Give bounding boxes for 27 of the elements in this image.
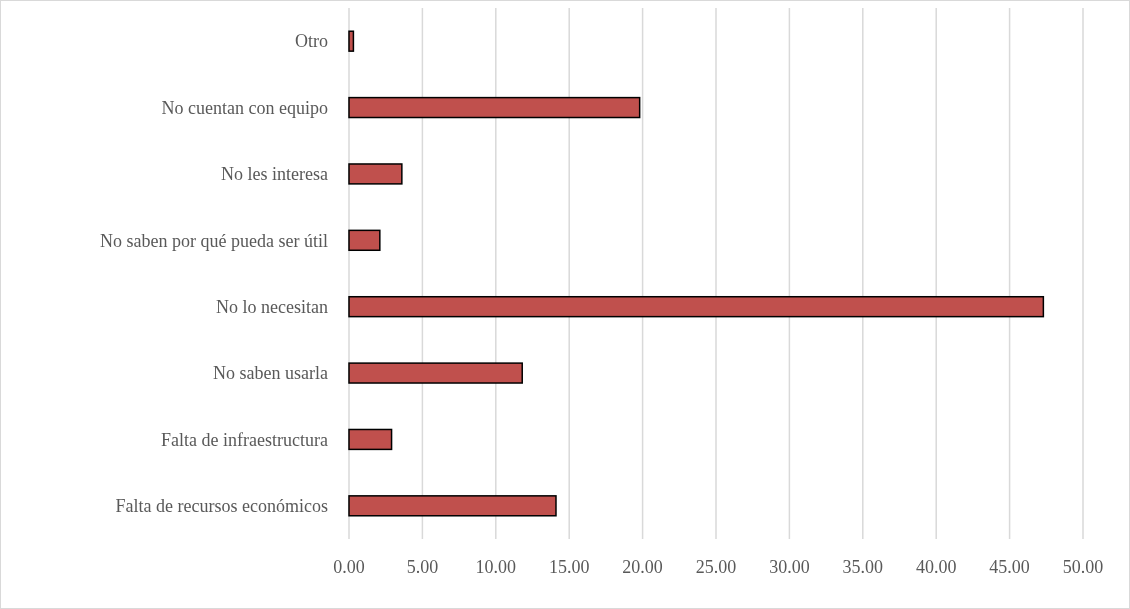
bar	[348, 362, 523, 384]
x-tick-label: 40.00	[915, 557, 957, 577]
x-tick-label: 15.00	[548, 557, 590, 577]
x-tick-label: 10.00	[475, 557, 517, 577]
x-tick-label: 30.00	[769, 557, 810, 577]
y-tick-label: Falta de infraestructura	[161, 429, 329, 450]
x-tick-label: 35.00	[842, 557, 884, 577]
x-tick-label: 20.00	[622, 557, 663, 577]
x-tick-label: 5.00	[406, 557, 439, 577]
bar	[348, 30, 355, 52]
y-tick-label: No saben usarla	[213, 363, 328, 384]
x-tick-label: 50.00	[1062, 557, 1104, 577]
y-tick-label: Falta de recursos económicos	[115, 496, 328, 517]
bar	[348, 295, 1045, 318]
x-tick-label: 25.00	[695, 557, 737, 577]
bar	[348, 428, 393, 451]
x-tick-label: 0.00	[333, 557, 365, 577]
bar	[348, 96, 641, 119]
bar	[348, 229, 381, 252]
y-tick-label: No cuentan con equipo	[161, 97, 328, 118]
y-tick-label: No saben por qué pueda ser útil	[100, 230, 328, 251]
bar	[348, 163, 403, 185]
y-tick-label: No lo necesitan	[216, 296, 328, 317]
y-tick-label: Otro	[295, 31, 328, 52]
x-tick-label: 45.00	[989, 557, 1030, 577]
bar	[348, 495, 557, 517]
y-tick-label: No les interesa	[221, 164, 328, 185]
